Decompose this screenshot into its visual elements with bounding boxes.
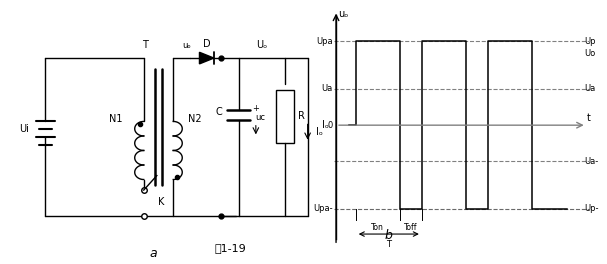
Text: Iₒ: Iₒ [316,127,323,137]
Text: Ton: Ton [371,223,384,232]
Text: Uₒ: Uₒ [256,40,267,50]
Text: uᴄ: uᴄ [255,113,265,122]
Text: Up-: Up- [585,204,599,213]
Text: Up: Up [585,37,596,46]
Text: b: b [385,229,393,242]
Text: Upa-: Upa- [313,204,333,213]
Polygon shape [200,52,214,64]
Text: K: K [158,197,165,207]
Text: a: a [150,247,157,260]
Text: Upa: Upa [316,37,333,46]
Text: T: T [143,40,148,50]
Text: uₒ: uₒ [338,9,348,19]
Text: D: D [203,39,211,49]
Text: 图1-19: 图1-19 [215,243,246,253]
Text: Toff: Toff [404,223,418,232]
Text: +: + [253,104,259,113]
Text: t: t [586,113,591,123]
Text: R: R [297,111,305,121]
Text: Ui: Ui [19,124,29,134]
Text: C: C [215,107,223,117]
Text: N2: N2 [188,114,202,124]
Text: N1: N1 [109,114,123,124]
Text: T: T [386,240,392,249]
Text: Ua: Ua [321,84,333,93]
Text: 0: 0 [327,121,333,130]
Text: Iₒ: Iₒ [322,120,330,130]
Text: uₒ: uₒ [182,41,191,50]
Bar [276,90,294,143]
Text: Ua-: Ua- [585,157,599,166]
Text: Uo: Uo [585,49,595,59]
Text: Ua: Ua [585,84,595,93]
